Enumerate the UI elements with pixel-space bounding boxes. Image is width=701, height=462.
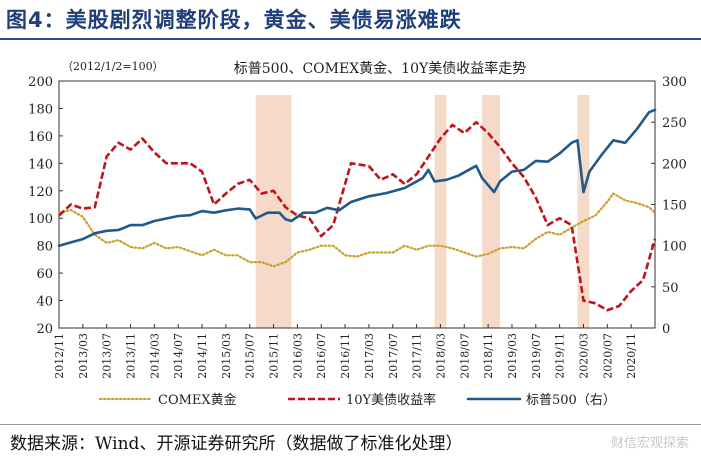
right-tick-label: 200 (662, 157, 687, 172)
x-tick-label: 2015/07 (244, 333, 257, 379)
shaded-periods (255, 95, 590, 328)
x-tick-label: 2016/03 (291, 333, 304, 379)
x-tick-label: 2018/11 (482, 333, 495, 379)
x-tick-label: 2012/11 (53, 333, 66, 379)
base-note: （2012/1/2=100） (62, 60, 164, 73)
x-tick-label: 2014/03 (148, 333, 161, 379)
left-tick-label: 80 (36, 240, 53, 255)
x-tick-label: 2013/03 (77, 333, 90, 379)
series-line-0 (57, 192, 657, 268)
right-tick-label: 250 (662, 116, 687, 131)
left-tick-label: 140 (28, 157, 53, 172)
shaded-period-2 (482, 95, 501, 328)
x-tick-label: 2016/07 (315, 333, 328, 379)
figure-title: 图4：美股剧烈调整阶段，黄金、美债易涨难跌 (6, 8, 462, 32)
shaded-period-1 (434, 95, 447, 328)
x-tick-label: 2017/03 (363, 333, 376, 379)
x-tick-label: 2020/07 (601, 333, 614, 379)
source-note: 数据来源：Wind、开源证券研究所（数据做了标准化处理） (10, 434, 463, 454)
x-tick-label: 2019/11 (554, 333, 567, 379)
left-tick-label: 200 (28, 75, 53, 90)
x-tick-label: 2013/11 (125, 333, 138, 379)
x-tick-label: 2018/03 (434, 333, 447, 379)
x-tick-label: 2016/11 (339, 333, 352, 379)
series-line-2 (57, 108, 657, 247)
right-tick-label: 50 (662, 281, 679, 296)
right-tick-label: 300 (662, 75, 687, 90)
x-tick-label: 2019/07 (530, 333, 543, 379)
x-tick-label: 2019/03 (506, 333, 519, 379)
series-line-1 (58, 120, 657, 312)
left-tick-label: 100 (28, 212, 53, 227)
x-tick-label: 2020/11 (625, 333, 638, 379)
legend: COMEX黄金 10Y美债收益率 标普500（右） (98, 392, 616, 408)
legend-label-1: 10Y美债收益率 (346, 392, 436, 408)
legend-label-2: 标普500（右） (526, 393, 616, 408)
chart-title: 标普500、COMEX黄金、10Y美债收益率走势 (234, 60, 527, 77)
shaded-period-3 (577, 95, 590, 328)
left-tick-label: 160 (28, 130, 53, 145)
series-lines (57, 108, 657, 312)
x-tick-label: 2017/07 (387, 333, 400, 379)
x-axis: 2012/11 2013/03 2013/07 2013/11 2014/03 2014/… (53, 324, 638, 379)
source-divider (0, 424, 701, 425)
x-tick-label: 2015/03 (220, 333, 233, 379)
right-tick-label: 100 (662, 240, 687, 255)
right-tick-label: 150 (662, 199, 687, 214)
title-divider (0, 38, 701, 40)
x-tick-label: 2020/03 (577, 333, 590, 379)
watermark: 财信宏观探索 (610, 436, 689, 451)
left-tick-label: 40 (36, 295, 53, 310)
right-tick-label: 0 (662, 322, 670, 337)
x-tick-label: 2014/07 (172, 333, 185, 379)
left-tick-label: 180 (28, 102, 53, 117)
plot-frame (58, 80, 656, 329)
x-tick-label: 2018/07 (458, 333, 471, 379)
left-tick-label: 60 (36, 267, 53, 282)
x-tick-label: 2014/11 (196, 333, 209, 379)
x-tick-label: 2015/11 (268, 333, 281, 379)
x-tick-label: 2013/07 (101, 333, 114, 379)
x-tick-label: 2017/11 (411, 333, 424, 379)
legend-label-0: COMEX黄金 (158, 392, 237, 408)
right-axis: 0 50 100 150 200 250 300 (651, 75, 687, 337)
left-tick-label: 20 (36, 322, 53, 337)
left-tick-label: 120 (28, 185, 53, 200)
left-axis: 20 40 60 80 100 120 140 160 180 200 (28, 75, 63, 337)
